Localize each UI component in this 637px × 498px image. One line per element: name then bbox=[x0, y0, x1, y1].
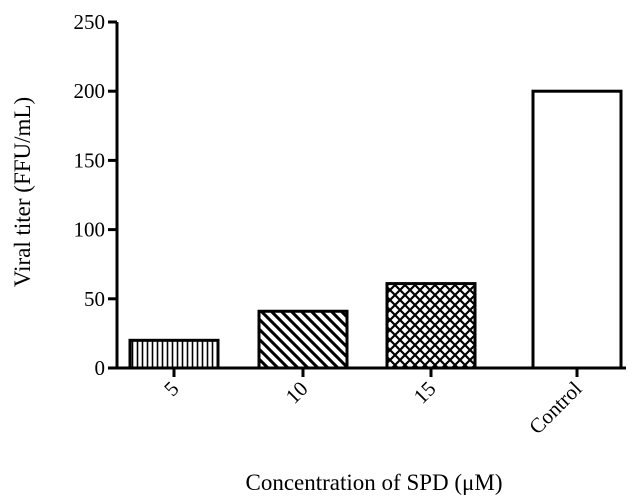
x-tick-label-10: 10 bbox=[281, 377, 313, 409]
bar-10 bbox=[257, 309, 349, 370]
x-tick-label-15: 15 bbox=[409, 377, 441, 409]
x-tick-label-control: Control bbox=[524, 376, 586, 438]
bar-5 bbox=[128, 338, 220, 370]
bar-15 bbox=[385, 282, 477, 370]
y-tick-label: 50 bbox=[84, 287, 105, 311]
x-axis: 5 10 15 Control bbox=[115, 366, 626, 439]
x-tick-label-5: 5 bbox=[159, 377, 183, 401]
y-axis: 0 50 100 150 200 250 bbox=[74, 10, 119, 380]
bar-control bbox=[531, 89, 623, 370]
y-tick-label: 200 bbox=[74, 79, 106, 103]
bars-group bbox=[128, 89, 623, 370]
y-tick-label: 0 bbox=[95, 356, 106, 380]
y-tick-label: 100 bbox=[74, 218, 106, 242]
y-tick-label: 250 bbox=[74, 10, 106, 34]
y-tick-label: 150 bbox=[74, 148, 106, 172]
y-axis-title: Viral titer (FFU/mL) bbox=[10, 97, 35, 287]
x-axis-title: Concentration of SPD (μM) bbox=[246, 470, 503, 495]
